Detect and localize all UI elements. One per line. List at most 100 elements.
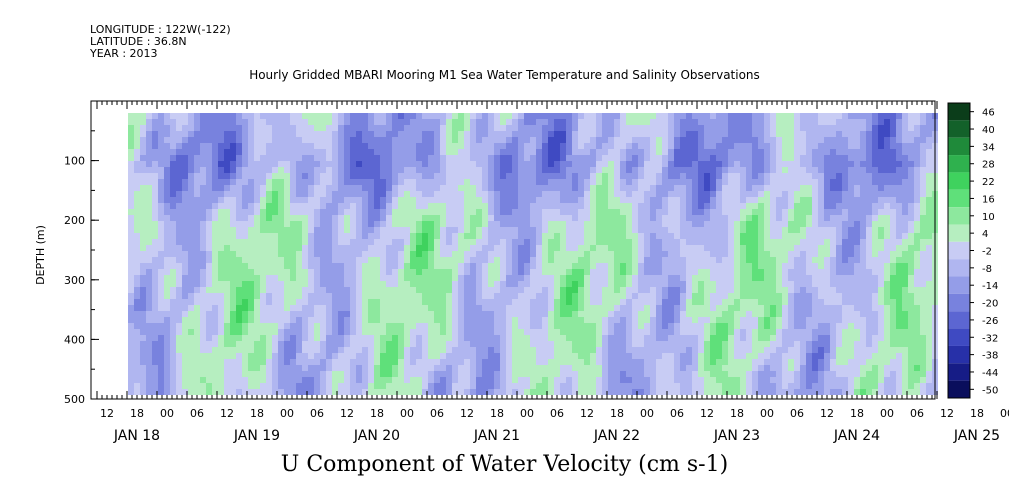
heatmap-cell xyxy=(752,191,758,197)
heatmap-cell xyxy=(716,215,722,221)
heatmap-cell xyxy=(470,317,476,323)
heatmap-cell xyxy=(170,137,176,143)
heatmap-cell xyxy=(728,311,734,317)
heatmap-cell xyxy=(752,371,758,377)
heatmap-cell xyxy=(602,353,608,359)
heatmap-cell xyxy=(236,275,242,281)
heatmap-cell xyxy=(422,143,428,149)
heatmap-cell xyxy=(620,317,626,323)
heatmap-cell xyxy=(608,239,614,245)
heatmap-cell xyxy=(542,191,548,197)
heatmap-cell xyxy=(656,155,662,161)
heatmap-cell xyxy=(278,383,284,389)
heatmap-cell xyxy=(416,227,422,233)
heatmap-cell xyxy=(596,347,602,353)
heatmap-cell xyxy=(530,197,536,203)
heatmap-cell xyxy=(392,143,398,149)
heatmap-cell xyxy=(194,131,200,137)
heatmap-cell xyxy=(602,389,608,395)
heatmap-cell xyxy=(164,113,170,119)
heatmap-cell xyxy=(758,329,764,335)
heatmap-cell xyxy=(194,389,200,395)
heatmap-cell xyxy=(608,365,614,371)
heatmap-cell xyxy=(422,293,428,299)
heatmap-cell xyxy=(398,173,404,179)
heatmap-cell xyxy=(560,371,566,377)
heatmap-cell xyxy=(668,305,674,311)
heatmap-cell xyxy=(140,179,146,185)
heatmap-cell xyxy=(722,179,728,185)
heatmap-cell xyxy=(374,197,380,203)
heatmap-cell xyxy=(248,287,254,293)
heatmap-cell xyxy=(500,167,506,173)
heatmap-cell xyxy=(590,245,596,251)
heatmap-cell xyxy=(128,125,134,131)
heatmap-cell xyxy=(506,239,512,245)
heatmap-cell xyxy=(464,233,470,239)
heatmap-cell xyxy=(350,359,356,365)
heatmap-cell xyxy=(674,311,680,317)
heatmap-cell xyxy=(602,341,608,347)
heatmap-cell xyxy=(296,209,302,215)
heatmap-cell xyxy=(578,167,584,173)
heatmap-cell xyxy=(284,137,290,143)
heatmap-cell xyxy=(590,161,596,167)
heatmap-cell xyxy=(434,293,440,299)
heatmap-cell xyxy=(452,137,458,143)
heatmap-cell xyxy=(626,119,632,125)
heatmap-cell xyxy=(440,287,446,293)
heatmap-cell xyxy=(260,239,266,245)
heatmap-cell xyxy=(524,191,530,197)
heatmap-cell xyxy=(512,383,518,389)
heatmap-cell xyxy=(230,167,236,173)
heatmap-cell xyxy=(164,383,170,389)
heatmap-cell xyxy=(314,155,320,161)
heatmap-cell xyxy=(686,149,692,155)
heatmap-cell xyxy=(722,365,728,371)
heatmap-cell xyxy=(404,119,410,125)
heatmap-cell xyxy=(584,185,590,191)
heatmap-cell xyxy=(188,245,194,251)
heatmap-cell xyxy=(242,323,248,329)
heatmap-cell xyxy=(446,155,452,161)
heatmap-cell xyxy=(632,119,638,125)
heatmap-cell xyxy=(410,221,416,227)
heatmap-cell xyxy=(662,143,668,149)
heatmap-cell xyxy=(728,377,734,383)
heatmap-cell xyxy=(602,113,608,119)
heatmap-cell xyxy=(314,131,320,137)
heatmap-cell xyxy=(428,377,434,383)
heatmap-cell xyxy=(734,179,740,185)
heatmap-cell xyxy=(176,185,182,191)
heatmap-cell xyxy=(422,125,428,131)
heatmap-cell xyxy=(584,275,590,281)
heatmap-cell xyxy=(710,149,716,155)
heatmap-cell xyxy=(200,329,206,335)
heatmap-cell xyxy=(650,293,656,299)
heatmap-cell xyxy=(692,191,698,197)
heatmap-cell xyxy=(704,113,710,119)
heatmap-cell xyxy=(674,281,680,287)
heatmap-cell xyxy=(626,257,632,263)
heatmap-cell xyxy=(704,203,710,209)
heatmap-cell xyxy=(452,161,458,167)
heatmap-cell xyxy=(434,191,440,197)
heatmap-cell xyxy=(488,221,494,227)
heatmap-cell xyxy=(512,191,518,197)
heatmap-cell xyxy=(416,323,422,329)
longitude-label: LONGITUDE : 122W(-122) xyxy=(90,23,231,36)
heatmap-cell xyxy=(758,251,764,257)
heatmap-cell xyxy=(710,167,716,173)
heatmap-cell xyxy=(224,359,230,365)
heatmap-cell xyxy=(230,341,236,347)
heatmap-cell xyxy=(644,209,650,215)
heatmap-cell xyxy=(218,329,224,335)
heatmap-cell xyxy=(260,257,266,263)
heatmap-cell xyxy=(602,383,608,389)
heatmap-cell xyxy=(290,299,296,305)
heatmap-cell xyxy=(404,359,410,365)
heatmap-cell xyxy=(560,185,566,191)
heatmap-cell xyxy=(470,209,476,215)
heatmap-cell xyxy=(260,131,266,137)
heatmap-cell xyxy=(524,119,530,125)
